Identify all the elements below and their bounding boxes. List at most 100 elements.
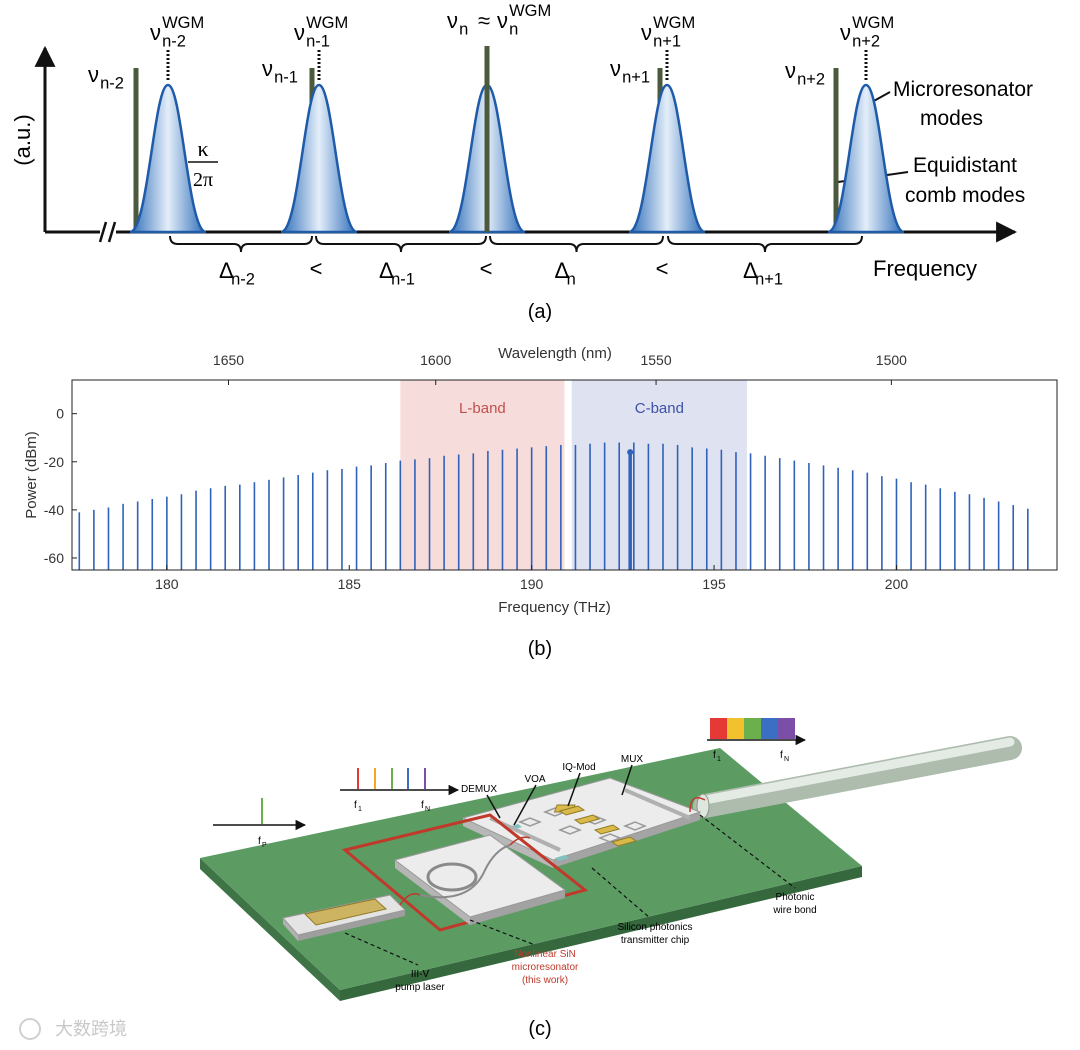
relation: ≈ [478, 8, 490, 33]
mode-symbol: ν [785, 58, 796, 83]
pump-marker [627, 449, 634, 456]
channel-block [727, 718, 744, 739]
board-side [340, 866, 862, 1001]
mode-superscript: WGM [653, 14, 695, 32]
y-tick-label: -20 [44, 454, 64, 470]
plot-frame [71, 379, 1058, 571]
microresonator-mode [280, 83, 358, 234]
component-leader [513, 784, 537, 826]
mode-subscript: n [509, 21, 518, 39]
board-side [200, 858, 340, 1001]
spacing-brace [667, 235, 863, 253]
callout-text: microresonator [512, 962, 579, 973]
spectrum-label: f [354, 800, 357, 811]
x2-tick-label: 1600 [420, 352, 451, 368]
component-leader [621, 764, 633, 796]
watermark: 大数跨境 [55, 1019, 127, 1039]
fiber-highlight [700, 737, 1015, 805]
watermark-logo [19, 1018, 41, 1040]
mode-symbol: ν [840, 20, 851, 45]
microresonator-mode [129, 83, 207, 234]
mode-symbol: ν [610, 56, 621, 81]
mode-subscript: n+2 [797, 71, 825, 89]
callout-text: wire bond [772, 905, 816, 916]
component-label: DEMUX [461, 784, 497, 795]
inequality: < [310, 256, 323, 281]
callout-text: Nonlinear SiN [514, 949, 576, 960]
modulator-pad [573, 814, 601, 825]
x-tick-label: 195 [702, 576, 726, 592]
panel-a: (a.u.) Frequency κ 2π Microresonator mod… [10, 2, 1033, 323]
y-tick-label: 0 [56, 406, 64, 422]
mode-subscript: n-1 [391, 271, 415, 289]
callout-text: Photonic [776, 892, 815, 903]
component-leader [567, 772, 581, 807]
callout-leader [699, 814, 796, 889]
spectrum-subscript: N [425, 806, 430, 813]
callout-text: (this work) [522, 975, 568, 986]
component-label: MUX [621, 754, 644, 765]
component-label: IQ-Mod [562, 762, 595, 773]
spectrum-subscript: 1 [358, 806, 362, 813]
microresonator-outline [341, 813, 589, 932]
spectrum-label: f [780, 750, 783, 761]
band [571, 380, 747, 570]
mode-symbol: Δ [379, 258, 394, 283]
band-label: L-band [459, 400, 506, 417]
ring-resonator [426, 862, 478, 892]
callout-leader [344, 932, 419, 966]
mode-symbol: Δ [219, 258, 234, 283]
y-tick-label: -60 [44, 550, 64, 566]
wire-bond [689, 797, 706, 813]
channel-block [744, 718, 761, 739]
mode-symbol: ν [150, 20, 161, 45]
channel-block [761, 718, 778, 739]
axis-break [107, 221, 117, 243]
x-tick-label: 190 [520, 576, 544, 592]
spectrum-subscript: 1 [717, 756, 721, 763]
mode-subscript: n [567, 271, 576, 289]
fiber [693, 736, 1022, 818]
band [400, 380, 565, 570]
callout-leader [469, 919, 536, 946]
component-label: VOA [524, 774, 545, 785]
caption: (b) [528, 638, 552, 660]
y-axis-label: Power (dBm) [23, 431, 40, 519]
microresonator-mode [628, 83, 706, 234]
mode-subscript: n+1 [653, 33, 681, 51]
mode-subscript: n-1 [306, 33, 330, 51]
laser-side [298, 910, 405, 941]
modulator-pad [610, 836, 638, 847]
mode-subscript: n-1 [274, 69, 298, 87]
x2-tick-label: 1500 [876, 352, 907, 368]
mode-superscript: WGM [162, 14, 204, 32]
caption: (c) [528, 1018, 551, 1040]
x2-tick-label: 1650 [213, 352, 244, 368]
mode-subscript: n-2 [162, 33, 186, 51]
inequality: < [480, 256, 493, 281]
mode-symbol: ν [641, 20, 652, 45]
callout-text: pump laser [395, 982, 445, 993]
mode-symbol: Δ [743, 258, 758, 283]
inequality: < [656, 256, 669, 281]
callout-text: III-V [411, 969, 430, 980]
legend-leader [871, 91, 891, 103]
mode-subscript: n+1 [622, 69, 650, 87]
legend-text: Equidistant [913, 154, 1017, 177]
component-leader [486, 794, 501, 819]
axis-break [98, 221, 108, 243]
spectrum-label: f [713, 750, 716, 761]
spectrum-label: f [421, 800, 424, 811]
spectrum-label: f [258, 836, 261, 847]
callout-text: transmitter chip [621, 935, 690, 946]
callout-leader [591, 867, 651, 919]
mode-symbol: ν [447, 8, 458, 33]
mode-subscript: n [459, 21, 468, 39]
laser-side [283, 918, 298, 941]
spectrum-subscript: P [262, 842, 267, 849]
mode-superscript: WGM [306, 14, 348, 32]
mode-subscript: n-2 [231, 271, 255, 289]
